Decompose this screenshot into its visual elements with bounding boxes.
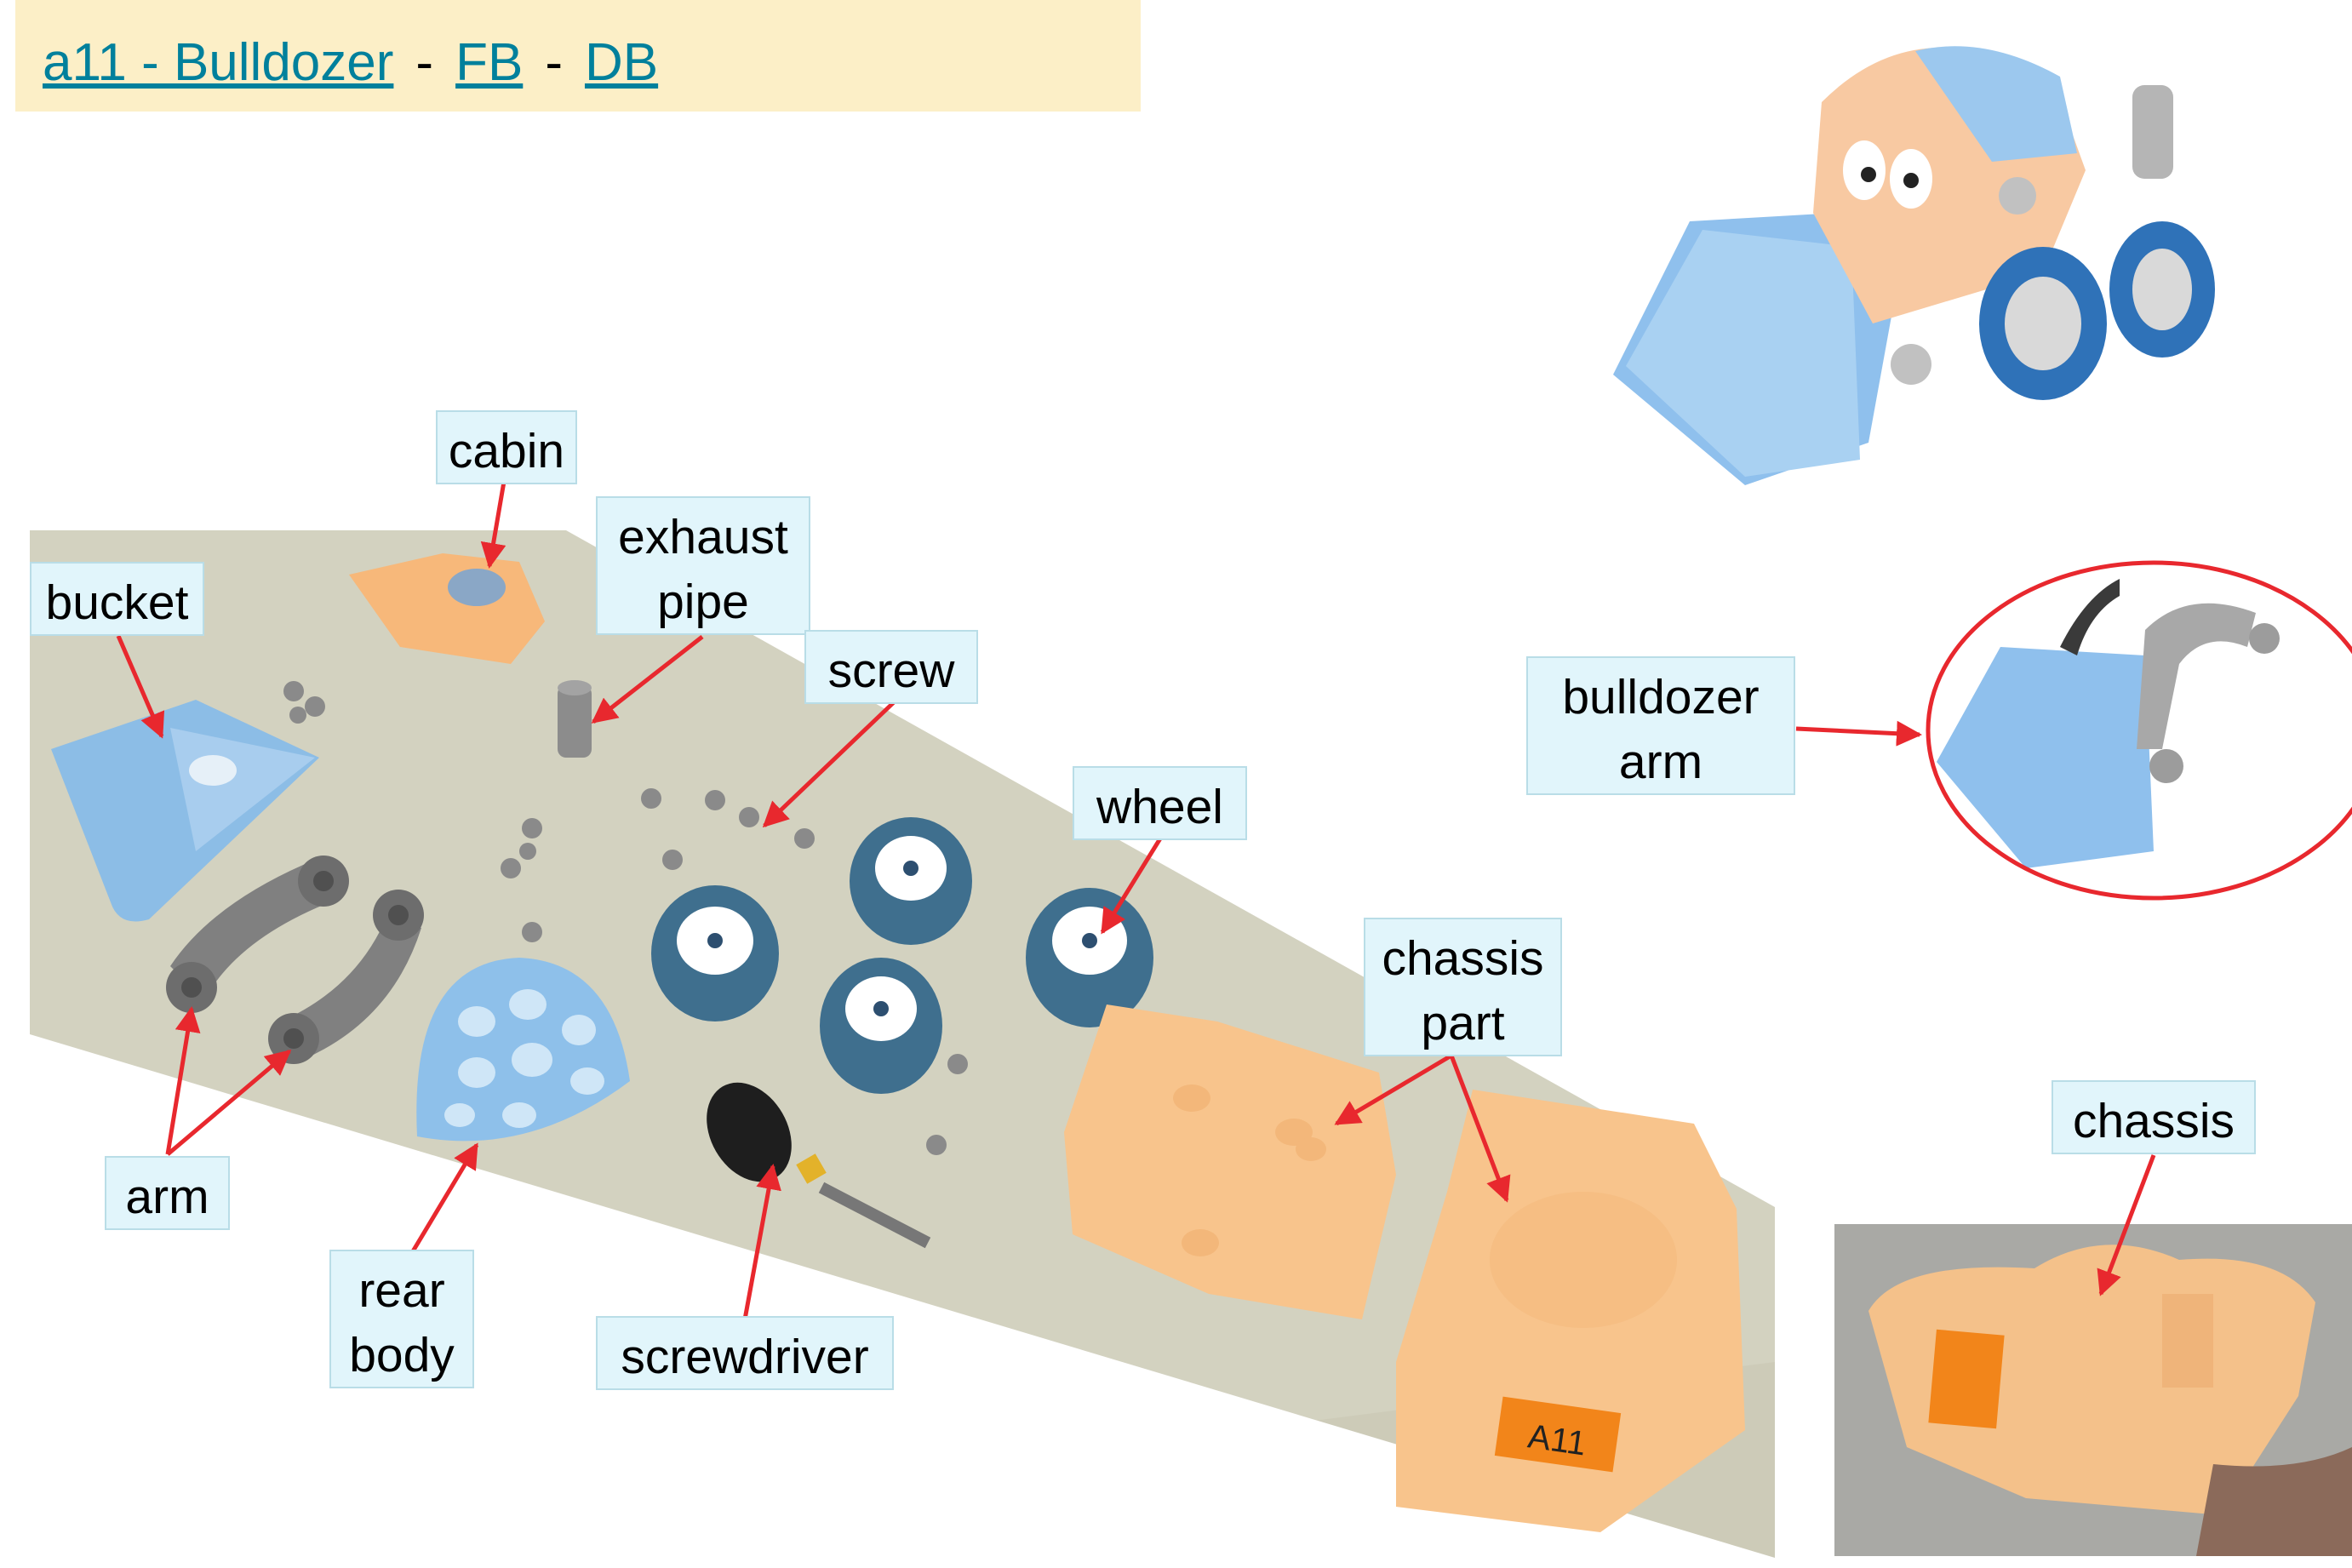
chassis-part-pieces: A11 [1064, 1004, 1745, 1532]
cabin-part [349, 553, 545, 664]
label-screw: screw [804, 630, 978, 704]
separator: - [415, 33, 434, 92]
db-link[interactable]: DB [584, 33, 659, 92]
label-exhaust-pipe: exhaust pipe [596, 496, 810, 635]
label-arm: arm [105, 1156, 230, 1230]
label-screwdriver: screwdriver [596, 1316, 894, 1390]
label-cabin: cabin [436, 410, 577, 484]
arm-parts [166, 856, 424, 1064]
label-bulldozer-arm: bulldozer arm [1526, 656, 1795, 795]
header: a11 - Bulldozer - FB - DB [43, 29, 658, 97]
separator: - [545, 33, 563, 92]
label-arrows [116, 476, 2156, 1320]
chassis-photo [1834, 1224, 2352, 1556]
label-chassis: chassis [2052, 1080, 2256, 1154]
highlight-circle [1926, 560, 2352, 901]
bucket-part [51, 700, 319, 922]
exhaust-pipe-part [558, 680, 592, 758]
screw-parts [283, 681, 968, 1155]
label-rear-body: rear body [329, 1250, 474, 1388]
fb-link[interactable]: FB [455, 33, 524, 92]
screwdriver-part [707, 1082, 931, 1249]
label-chassis-part: chassis part [1364, 918, 1562, 1056]
bulldozer-arm-detail [1926, 560, 2352, 901]
assembled-bulldozer-image [1613, 46, 2215, 485]
rear-body-part [416, 958, 630, 1142]
header-band [15, 0, 1141, 112]
label-wheel: wheel [1073, 766, 1247, 840]
part-sticker: A11 [1525, 1417, 1588, 1462]
title-link[interactable]: a11 - Bulldozer [43, 33, 394, 92]
label-bucket: bucket [30, 562, 204, 636]
